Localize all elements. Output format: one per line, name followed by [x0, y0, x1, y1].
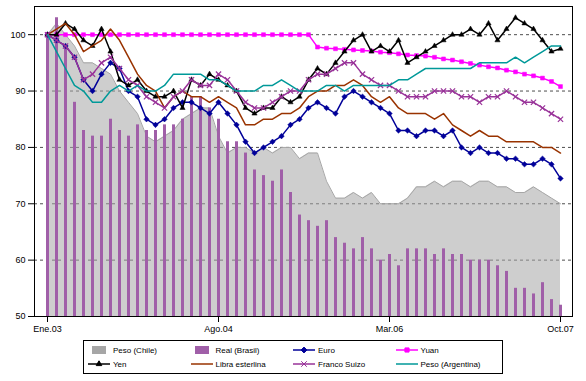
html-text:Peso (Chile): Peso (Chile) — [113, 345, 157, 355]
svg-text:Mar.06: Mar.06 — [376, 324, 404, 334]
html-text:Franco Suizo: Franco Suizo — [318, 359, 366, 369]
html-text:Peso (Argentina): Peso (Argentina) — [420, 359, 481, 369]
html-text:Euro: Euro — [318, 345, 335, 355]
html-text:Real (Brasil): Real (Brasil) — [215, 345, 260, 355]
svg-text:60: 60 — [15, 255, 25, 265]
svg-text:90: 90 — [15, 86, 25, 96]
html-text:Yuan: Yuan — [420, 345, 439, 355]
html-text:Libra esterlina: Libra esterlina — [215, 359, 266, 369]
svg-text:100: 100 — [10, 30, 25, 40]
svg-text:70: 70 — [15, 199, 25, 209]
svg-text:80: 80 — [15, 142, 25, 152]
svg-text:50: 50 — [15, 311, 25, 321]
svg-text:Ene.03: Ene.03 — [33, 324, 62, 334]
html-text:Yen: Yen — [113, 359, 127, 369]
svg-text:Oct.07: Oct.07 — [547, 324, 574, 334]
svg-text:Ago.04: Ago.04 — [204, 324, 233, 334]
